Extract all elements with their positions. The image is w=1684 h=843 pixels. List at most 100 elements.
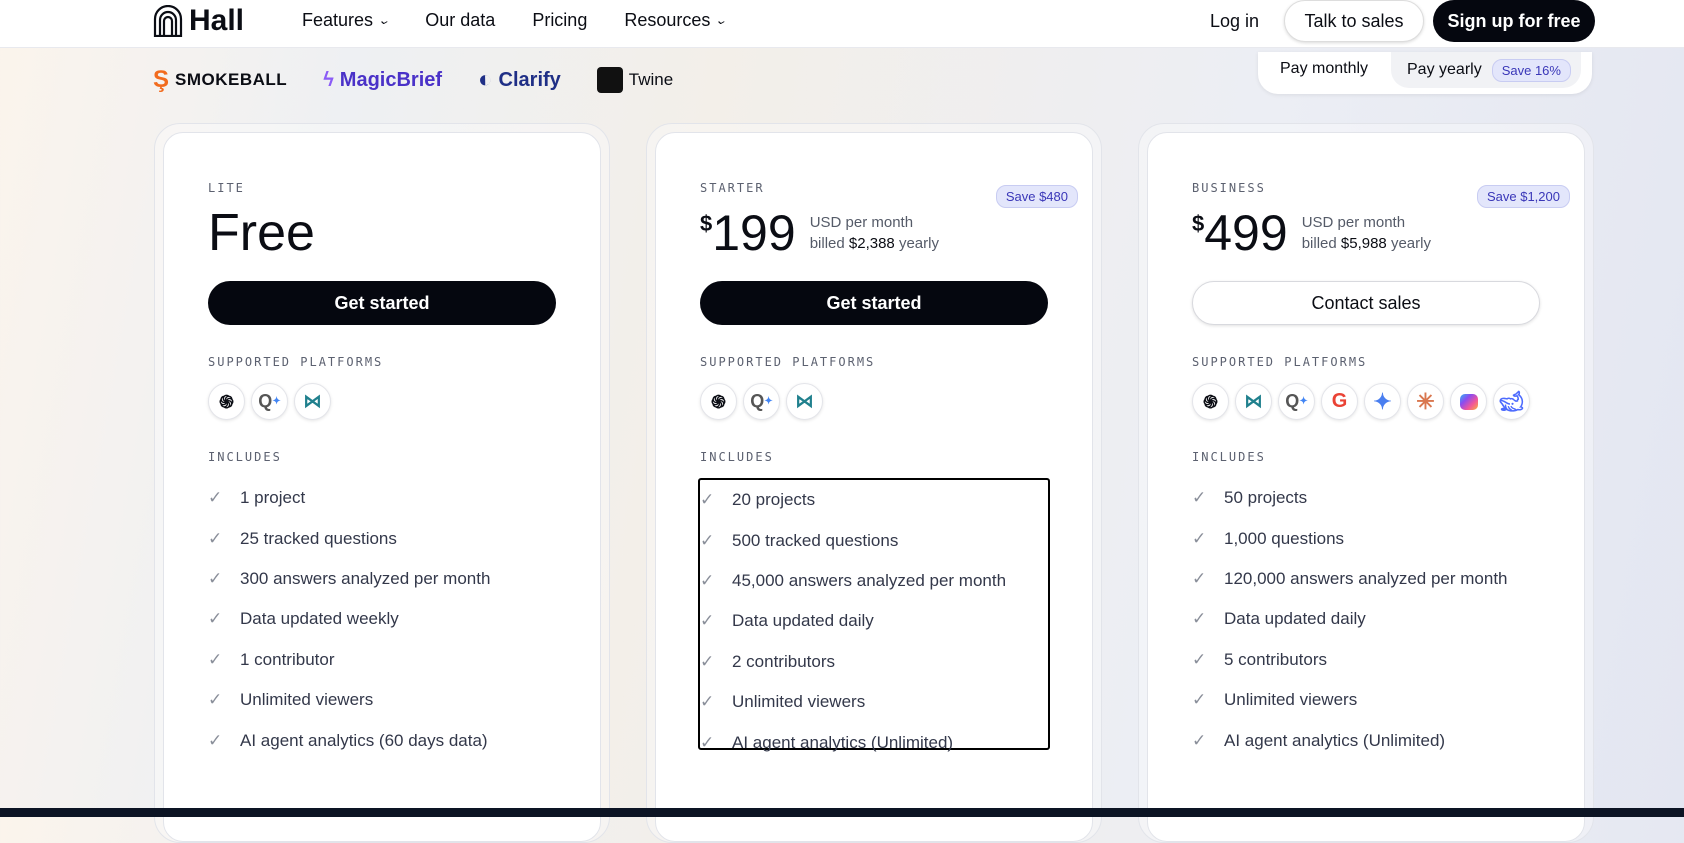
get-started-button[interactable]: Get started bbox=[700, 281, 1048, 325]
includes-label: INCLUDES bbox=[700, 450, 774, 464]
check-icon: ✓ bbox=[1192, 730, 1207, 750]
check-icon: ✓ bbox=[700, 732, 715, 752]
includes-label: INCLUDES bbox=[208, 450, 282, 464]
check-icon: ✓ bbox=[208, 528, 223, 548]
perplexity-icon: ⋈ bbox=[786, 383, 823, 420]
feature-item: ✓ Unlimited viewers bbox=[700, 692, 866, 712]
check-icon: ✓ bbox=[700, 530, 715, 550]
check-icon: ✓ bbox=[700, 692, 715, 712]
google-lens-icon: Q ✦ bbox=[1278, 383, 1315, 420]
check-icon: ✓ bbox=[700, 490, 715, 510]
currency-symbol: $ bbox=[1192, 211, 1205, 236]
hall-logo[interactable]: Hall bbox=[153, 4, 244, 38]
feature-item: ✓ 300 answers analyzed per month bbox=[208, 568, 491, 588]
nav-resources-label: Resources bbox=[624, 10, 711, 30]
feature-list: ✓ 1 project ✓ 25 tracked questions ✓ 300 an… bbox=[208, 478, 556, 761]
hall-arch-icon bbox=[153, 5, 183, 37]
check-icon: ✓ bbox=[208, 568, 223, 588]
pay-yearly-label: Pay yearly bbox=[1407, 61, 1482, 78]
talk-to-sales-button[interactable]: Talk to sales bbox=[1284, 0, 1424, 42]
plan-tier: LITE bbox=[208, 181, 245, 195]
feature-item: ✓ 25 tracked questions bbox=[208, 528, 397, 548]
feature-item: ✓ 5 contributors bbox=[1192, 649, 1327, 669]
check-icon: ✓ bbox=[1192, 568, 1207, 588]
feature-item: ✓ 1 project bbox=[208, 488, 306, 508]
feature-item: ✓ 20 projects bbox=[700, 490, 816, 510]
plan-tier: BUSINESS bbox=[1192, 181, 1266, 195]
feature-item: ✓ AI agent analytics (60 days data) bbox=[208, 730, 488, 750]
nav-resources[interactable]: Resources ⌄ bbox=[624, 10, 728, 31]
plan-tier: STARTER bbox=[700, 181, 765, 195]
nav-our-data[interactable]: Our data bbox=[425, 10, 496, 30]
openai-icon: ֍ bbox=[700, 383, 737, 420]
check-icon: ✓ bbox=[208, 488, 223, 508]
billed-yearly: billed $5,988 yearly bbox=[1301, 235, 1431, 252]
google-icon: G bbox=[1321, 383, 1358, 420]
save-badge: Save $480 bbox=[995, 185, 1078, 208]
check-icon: ✓ bbox=[208, 609, 223, 629]
feature-item: ✓ Data updated weekly bbox=[208, 609, 399, 629]
chevron-down-icon: ⌄ bbox=[714, 15, 728, 27]
claude-icon: ✳ bbox=[1407, 383, 1444, 420]
check-icon: ✓ bbox=[700, 651, 715, 671]
plan-card-starter: STARTER $ 199 USD per month billed $2,388… bbox=[646, 123, 1102, 843]
billing-toggle: Pay monthly Pay yearly Save 16% bbox=[1258, 52, 1592, 94]
perplexity-icon: ⋈ bbox=[1235, 383, 1272, 420]
check-icon: ✓ bbox=[1192, 609, 1207, 629]
feature-item: ✓ 1,000 questions bbox=[1192, 528, 1345, 548]
price-period: USD per month bbox=[1301, 214, 1406, 231]
customer-logos: Ş SMOKEBALL ϟ MagicBrief ◐ Clarify Twine bbox=[153, 66, 673, 94]
billed-yearly: billed $2,388 yearly bbox=[809, 235, 939, 252]
platforms-label: SUPPORTED PLATFORMS bbox=[208, 355, 384, 369]
feature-list-highlighted: ✓ 20 projects ✓ 500 tracked questions ✓ 45,… bbox=[698, 478, 1050, 752]
clarify-logo: ◐ Clarify bbox=[478, 66, 561, 93]
feature-item: ✓ 120,000 answers analyzed per month bbox=[1192, 568, 1508, 588]
google-lens-icon: Q ✦ bbox=[743, 383, 780, 420]
login-link[interactable]: Log in bbox=[1210, 11, 1260, 31]
top-nav: Hall Features ⌄ Our data Pricing Resource… bbox=[0, 0, 1684, 48]
copilot-icon bbox=[1450, 383, 1487, 420]
nav-features-label: Features bbox=[302, 10, 374, 30]
openai-icon: ֍ bbox=[1192, 383, 1229, 420]
bottom-strip bbox=[0, 808, 1684, 817]
pay-monthly-option[interactable]: Pay monthly bbox=[1280, 60, 1369, 77]
check-icon: ✓ bbox=[208, 649, 223, 669]
feature-item: ✓ 500 tracked questions bbox=[700, 530, 899, 550]
plan-price: 499 bbox=[1204, 205, 1288, 261]
includes-label: INCLUDES bbox=[1192, 450, 1266, 464]
save-badge: Save $1,200 bbox=[1476, 185, 1570, 208]
plan-card-business: BUSINESS $ 499 USD per month billed $5,98… bbox=[1138, 123, 1594, 843]
chevron-down-icon: ⌄ bbox=[377, 15, 391, 27]
feature-item: ✓ AI agent analytics (Unlimited) bbox=[1192, 730, 1446, 750]
feature-item: ✓ Unlimited viewers bbox=[208, 690, 374, 710]
twine-logo: Twine bbox=[596, 67, 673, 93]
platforms-label: SUPPORTED PLATFORMS bbox=[700, 355, 876, 369]
plan-card-lite: LITE Free Get started SUPPORTED PLATFORM… bbox=[154, 123, 610, 843]
feature-list: ✓ 50 projects ✓ 1,000 questions ✓ 120,000 a… bbox=[1192, 478, 1540, 761]
nav-pricing[interactable]: Pricing bbox=[532, 10, 588, 30]
magicbrief-logo: ϟ MagicBrief bbox=[323, 68, 443, 91]
check-icon: ✓ bbox=[1192, 528, 1207, 548]
plan-price: 199 bbox=[712, 205, 796, 261]
pay-yearly-option[interactable]: Pay yearly Save 16% bbox=[1391, 52, 1581, 88]
feature-item: ✓ Data updated daily bbox=[1192, 609, 1366, 629]
google-lens-icon: Q ✦ bbox=[251, 383, 288, 420]
check-icon: ✓ bbox=[1192, 690, 1207, 710]
gemini-icon: ✦ bbox=[1364, 383, 1401, 420]
check-icon: ✓ bbox=[1192, 488, 1207, 508]
check-icon: ✓ bbox=[1192, 649, 1207, 669]
sign-up-button[interactable]: Sign up for free bbox=[1433, 0, 1595, 42]
feature-item: ✓ 45,000 answers analyzed per month bbox=[700, 570, 1007, 590]
deepseek-icon: 🐋︎ bbox=[1493, 383, 1530, 420]
save-badge: Save 16% bbox=[1491, 58, 1571, 82]
feature-item: ✓ 1 contributor bbox=[208, 649, 335, 669]
perplexity-icon: ⋈ bbox=[294, 383, 331, 420]
get-started-button[interactable]: Get started bbox=[208, 281, 556, 325]
nav-features[interactable]: Features ⌄ bbox=[302, 10, 391, 31]
openai-icon: ֍ bbox=[208, 383, 245, 420]
check-icon: ✓ bbox=[700, 611, 715, 631]
contact-sales-button[interactable]: Contact sales bbox=[1192, 281, 1540, 325]
platforms-label: SUPPORTED PLATFORMS bbox=[1192, 355, 1368, 369]
check-icon: ✓ bbox=[208, 730, 223, 750]
feature-item: ✓ Data updated daily bbox=[700, 611, 874, 631]
